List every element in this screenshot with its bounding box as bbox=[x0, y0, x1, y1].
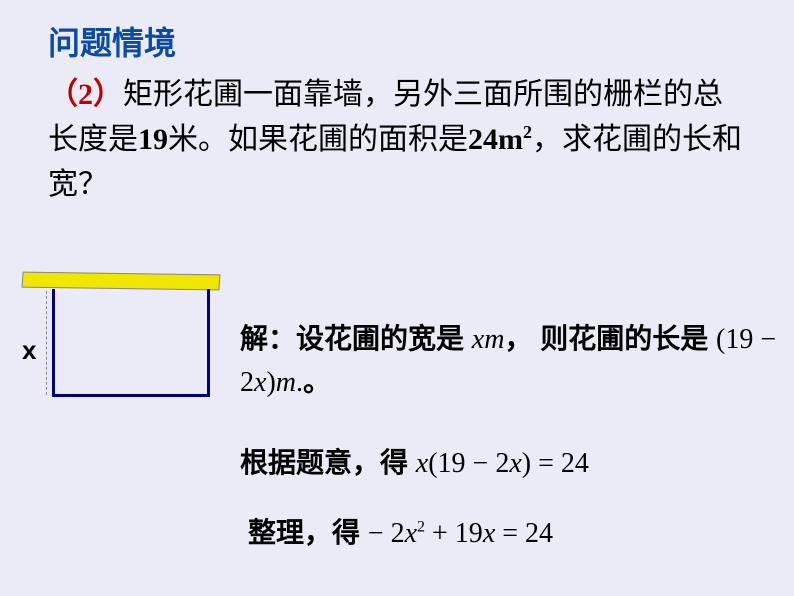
solution-line-1: 解：设花圃的宽是 xm， 则花圃的长是 (19 − 2x)m.。 bbox=[240, 318, 780, 404]
sol3-prefix: 整理，得 bbox=[248, 517, 368, 548]
area-exponent: 2 bbox=[523, 122, 532, 142]
sol3-equation: − 2x2 + 19x = 24 bbox=[368, 518, 553, 549]
fence-rectangle bbox=[52, 289, 210, 397]
solution-line-2: 根据题意，得 x(19 − 2x) = 24 bbox=[240, 442, 780, 485]
width-label-x: x bbox=[22, 335, 36, 366]
sol1-suffix: 。 bbox=[303, 366, 331, 397]
sol2-equation: x(19 − 2x) = 24 bbox=[416, 448, 589, 479]
problem-text-2: 米。如果花圃的面积是 bbox=[168, 123, 468, 156]
problem-statement: （2）矩形花圃一面靠墙，另外三面所围的栅栏的总长度是19米。如果花圃的面积是24… bbox=[48, 72, 748, 207]
fence-length: 19 bbox=[138, 123, 168, 156]
sol2-prefix: 根据题意，得 bbox=[240, 447, 416, 478]
problem-number: （2） bbox=[48, 78, 123, 111]
section-title: 问题情境 bbox=[48, 18, 176, 64]
sol1-mid: ， 则花圃的长是 bbox=[504, 323, 716, 354]
area-value: 24m bbox=[468, 123, 523, 156]
solution-line-3: 整理，得 − 2x2 + 19x = 24 bbox=[248, 512, 788, 555]
sol1-prefix: 解：设花圃的宽是 bbox=[240, 323, 472, 354]
garden-diagram: x bbox=[22, 273, 222, 423]
sol1-xm: xm bbox=[472, 324, 505, 355]
dimension-dashline bbox=[46, 291, 47, 395]
wall-shape bbox=[22, 272, 221, 291]
